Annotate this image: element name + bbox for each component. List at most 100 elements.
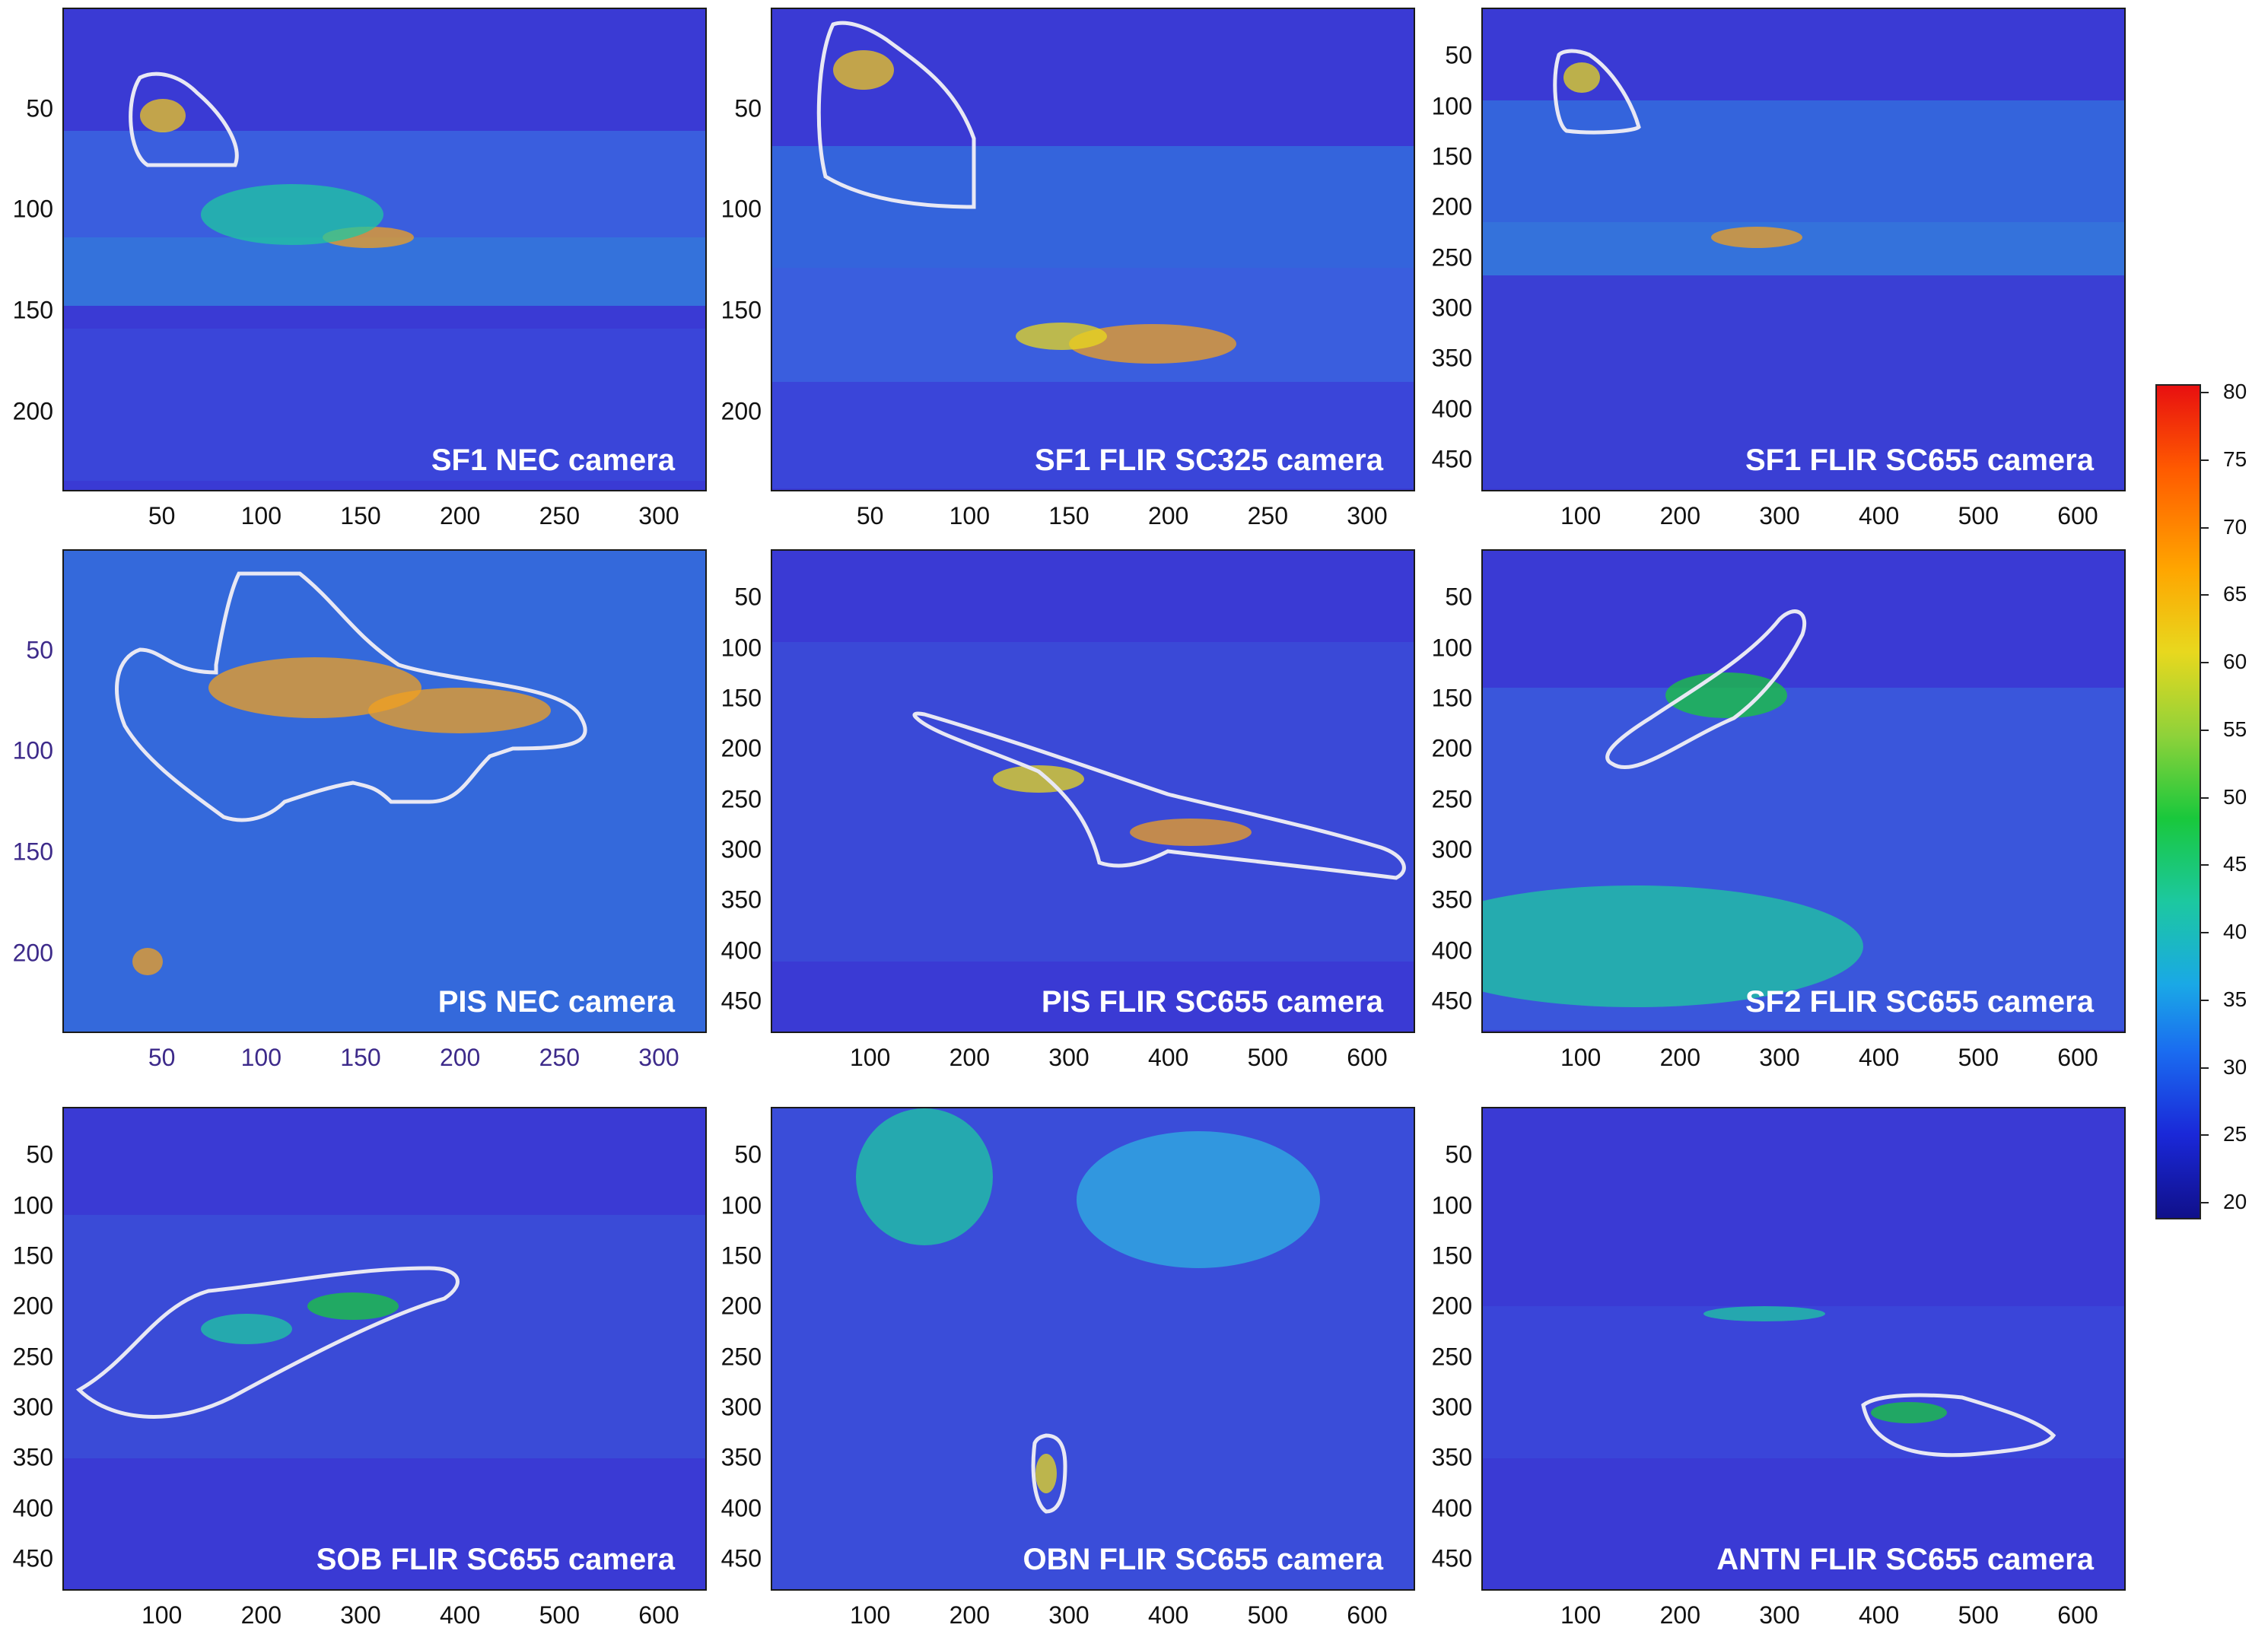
y-tick-label: 450 (720, 987, 762, 1015)
y-tick-label: 350 (1431, 885, 1472, 914)
y-tick-label: 50 (1445, 1140, 1472, 1168)
roi-outline (1861, 1393, 2056, 1458)
x-tick-label: 100 (240, 1044, 282, 1071)
y-tick-label: 150 (12, 838, 53, 866)
thermal-image-pis-nec: PIS NEC camera (62, 549, 707, 1033)
colorbar-tick-label: 40 (2223, 920, 2247, 943)
colorbar-tick-label: 50 (2223, 784, 2247, 809)
y-tick-label: 400 (1431, 936, 1472, 965)
y-tick-label: 50 (26, 94, 53, 122)
y-tick-label: 200 (12, 939, 53, 967)
y-tick-label: 200 (720, 397, 762, 425)
colorbar-tick-mark (2200, 392, 2209, 393)
y-tick-label: 50 (734, 583, 762, 611)
y-tick-label: 100 (1431, 92, 1472, 120)
x-tick-label: 100 (849, 1601, 891, 1629)
thermal-image-sf1-nec: SF1 NEC camera (62, 8, 707, 491)
x-tick-label: 400 (1858, 1044, 1900, 1071)
y-tick-label: 100 (12, 736, 53, 765)
camera-label: SF1 FLIR SC325 camera (1035, 444, 1383, 477)
y-tick-label: 100 (720, 1191, 762, 1219)
thermal-image-render (64, 551, 705, 1032)
y-tick-label: 200 (12, 397, 53, 425)
colorbar-tick-mark (2200, 932, 2209, 933)
colorbar-tick-mark (2200, 864, 2209, 866)
thermal-image-render (772, 551, 1414, 1032)
x-tick-label: 250 (1247, 502, 1289, 529)
thermal-image-sf1-flir-sc325: SF1 FLIR SC325 camera (771, 8, 1415, 491)
x-tick-label: 250 (539, 502, 581, 529)
y-tick-label: 400 (720, 936, 762, 965)
camera-label: OBN FLIR SC655 camera (1023, 1543, 1383, 1576)
x-tick-label: 200 (439, 1044, 481, 1071)
thermal-image-render (772, 9, 1414, 490)
x-tick-label: 600 (2057, 502, 2098, 529)
y-tick-label: 200 (1431, 192, 1472, 221)
x-tick-label: 200 (1659, 1044, 1701, 1071)
thermal-image-render (1483, 9, 2124, 490)
y-tick-label: 100 (720, 634, 762, 662)
x-tick-label: 200 (949, 1601, 991, 1629)
x-tick-label: 400 (1858, 502, 1900, 529)
x-tick-label: 200 (949, 1044, 991, 1071)
y-tick-label: 300 (720, 835, 762, 863)
colorbar-tick-mark (2200, 1134, 2209, 1137)
y-tick-label: 400 (720, 1494, 762, 1522)
y-tick-label: 200 (1431, 734, 1472, 762)
x-tick-label: 400 (439, 1601, 481, 1629)
y-tick-label: 150 (720, 1242, 762, 1270)
camera-label: SOB FLIR SC655 camera (316, 1543, 675, 1576)
colorbar-tick-mark (2200, 662, 2209, 663)
y-tick-label: 250 (1431, 243, 1472, 272)
y-tick-label: 450 (1431, 445, 1472, 473)
y-tick-label: 250 (1431, 785, 1472, 813)
x-tick-label: 500 (1247, 1044, 1289, 1071)
x-tick-label: 100 (141, 1601, 183, 1629)
x-tick-label: 250 (539, 1044, 581, 1071)
y-tick-label: 150 (1431, 142, 1472, 170)
y-tick-label: 50 (1445, 583, 1472, 611)
camera-label: SF2 FLIR SC655 camera (1745, 985, 2094, 1019)
colorbar-tick-label: 65 (2223, 582, 2247, 606)
thermal-image-render (1483, 551, 2124, 1032)
camera-label: PIS FLIR SC655 camera (1041, 985, 1383, 1019)
y-tick-label: 350 (12, 1443, 53, 1471)
temperature-colorbar (2155, 384, 2201, 1219)
x-tick-label: 100 (1560, 502, 1602, 529)
y-tick-label: 400 (1431, 395, 1472, 423)
thermal-image-sob-flir-sc655: SOB FLIR SC655 camera (62, 1107, 707, 1591)
y-tick-label: 450 (1431, 987, 1472, 1015)
thermal-image-obn-flir-sc655: OBN FLIR SC655 camera (771, 1107, 1415, 1591)
x-tick-label: 600 (638, 1601, 679, 1629)
x-tick-label: 300 (340, 1601, 381, 1629)
y-tick-label: 300 (12, 1393, 53, 1421)
x-tick-label: 300 (1759, 1044, 1800, 1071)
colorbar-tick-mark (2200, 796, 2209, 799)
x-tick-label: 100 (240, 502, 282, 529)
y-tick-label: 250 (720, 785, 762, 813)
y-tick-label: 150 (1431, 684, 1472, 712)
x-tick-label: 50 (148, 502, 176, 529)
x-tick-label: 500 (1247, 1601, 1289, 1629)
y-tick-label: 50 (1445, 41, 1472, 69)
y-tick-label: 200 (12, 1292, 53, 1320)
x-tick-label: 400 (1147, 1601, 1189, 1629)
colorbar-tick-mark (2200, 594, 2209, 596)
y-tick-label: 450 (720, 1544, 762, 1572)
x-tick-label: 300 (1759, 1601, 1800, 1629)
x-tick-label: 200 (1147, 502, 1189, 529)
colorbar-tick-label: 60 (2223, 650, 2247, 673)
colorbar-tick-label: 25 (2223, 1122, 2247, 1146)
colorbar-tick-label: 30 (2223, 1054, 2247, 1079)
x-tick-label: 300 (1347, 502, 1388, 529)
roi-outline (1605, 609, 1807, 770)
x-tick-label: 600 (1347, 1601, 1388, 1629)
x-tick-label: 100 (1560, 1601, 1602, 1629)
y-tick-label: 350 (720, 885, 762, 914)
x-tick-label: 200 (1659, 502, 1701, 529)
x-tick-label: 200 (439, 502, 481, 529)
y-tick-label: 300 (1431, 835, 1472, 863)
colorbar-tick-label: 80 (2223, 380, 2247, 403)
y-tick-label: 50 (734, 1140, 762, 1168)
x-tick-label: 150 (1048, 502, 1089, 529)
